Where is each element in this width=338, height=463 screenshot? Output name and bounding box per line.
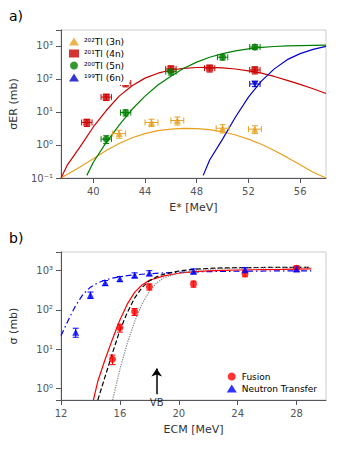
svg-text:10¹: 10¹ — [36, 344, 53, 355]
svg-text:²⁰²Tl (3n): ²⁰²Tl (3n) — [84, 37, 124, 47]
svg-text:10²: 10² — [36, 304, 53, 315]
svg-text:10¹: 10¹ — [36, 106, 53, 117]
svg-text:¹⁹⁹Tl (6n): ¹⁹⁹Tl (6n) — [84, 73, 124, 83]
svg-text:b): b) — [9, 230, 23, 246]
svg-text:σER (mb): σER (mb) — [7, 78, 20, 129]
svg-text:Neutron Transfer: Neutron Transfer — [242, 384, 318, 394]
svg-text:44: 44 — [139, 186, 152, 197]
svg-text:24: 24 — [231, 408, 244, 419]
svg-text:²⁰¹Tl (4n): ²⁰¹Tl (4n) — [84, 49, 124, 59]
svg-text:a): a) — [9, 8, 23, 24]
svg-text:Fusion: Fusion — [242, 372, 271, 382]
svg-text:12: 12 — [55, 408, 68, 419]
svg-text:10⁻¹: 10⁻¹ — [31, 173, 53, 184]
svg-text:52: 52 — [242, 186, 255, 197]
svg-text:σ (mb): σ (mb) — [7, 308, 20, 345]
svg-text:10³: 10³ — [36, 265, 53, 276]
svg-text:40: 40 — [87, 186, 100, 197]
svg-text:56: 56 — [294, 186, 307, 197]
svg-text:VB: VB — [150, 397, 164, 408]
svg-text:20: 20 — [172, 408, 185, 419]
svg-text:10²: 10² — [36, 73, 53, 84]
svg-text:10⁰: 10⁰ — [36, 139, 53, 150]
svg-text:10³: 10³ — [36, 40, 53, 51]
svg-text:16: 16 — [114, 408, 127, 419]
svg-text:48: 48 — [190, 186, 203, 197]
svg-text:10⁰: 10⁰ — [36, 383, 53, 394]
svg-text:28: 28 — [290, 408, 303, 419]
svg-text:²⁰⁰Tl (5n): ²⁰⁰Tl (5n) — [84, 61, 124, 71]
svg-text:E* [MeV]: E* [MeV] — [169, 201, 217, 214]
svg-text:ECM [MeV]: ECM [MeV] — [164, 423, 224, 436]
